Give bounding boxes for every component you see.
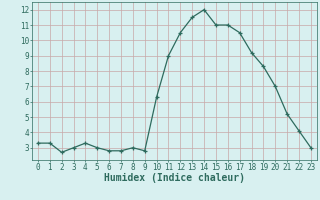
X-axis label: Humidex (Indice chaleur): Humidex (Indice chaleur) bbox=[104, 173, 245, 183]
